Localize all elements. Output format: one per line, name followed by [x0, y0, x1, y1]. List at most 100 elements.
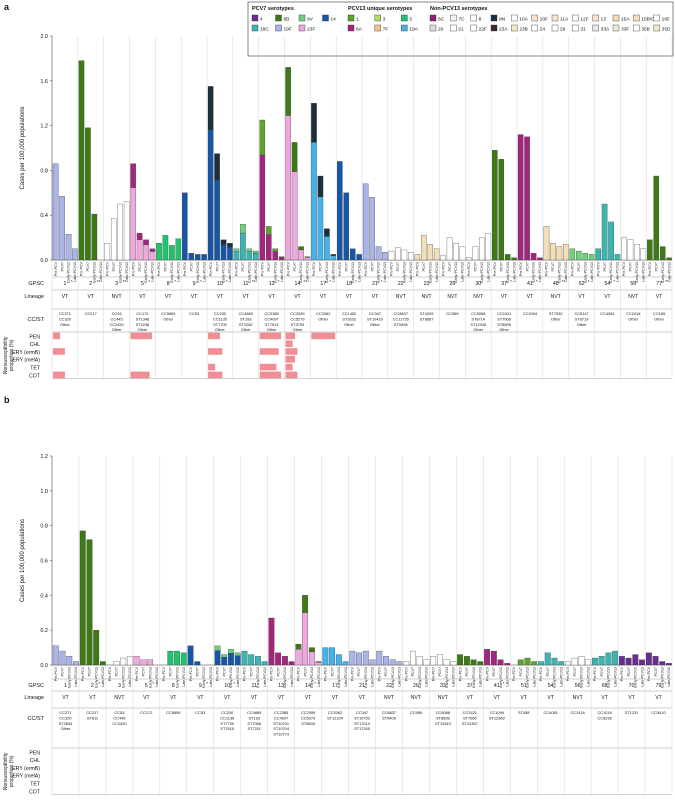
- bar-segment: [362, 183, 369, 261]
- period-tick-label: PCV7: [370, 262, 374, 271]
- nonsusceptibility-bar: [311, 332, 336, 340]
- antibiotic-label: PEN: [29, 750, 40, 756]
- lineage-label: NVT: [551, 294, 561, 300]
- bar-segment: [490, 650, 497, 666]
- nonsusceptibility-bar: [285, 332, 296, 340]
- nonsusceptibility-bar: [259, 363, 277, 371]
- legend-label: 22F: [479, 27, 487, 33]
- legend-swatch: [401, 14, 408, 22]
- ccst-label: CC2385: [274, 710, 288, 715]
- lineage-label: VT: [305, 695, 311, 701]
- period-tick-label: Pre-PCV: [512, 666, 516, 681]
- bar-segment: [52, 163, 59, 261]
- ccst-label: CC4081: [600, 311, 614, 316]
- period-tick-label: Late-PCV13: [128, 667, 132, 687]
- lineage-label: NVT: [422, 294, 432, 300]
- bar-segment: [524, 657, 531, 666]
- nonsusceptibility-bar: [259, 332, 282, 340]
- period-tick-label: Pre-PCV: [338, 261, 342, 276]
- period-tick-label: Early-PCV13: [299, 262, 303, 283]
- legend-swatch: [511, 24, 518, 32]
- period-tick-label: Early-PCV13: [506, 262, 510, 283]
- nonsusceptibility-bar: [285, 356, 296, 363]
- bar-segment: [72, 248, 78, 261]
- y-axis-label: Cases per 100,000 populations: [20, 519, 26, 602]
- period-tick-label: Late-PCV13: [398, 667, 402, 687]
- period-tick-label: PCV7: [195, 667, 199, 676]
- bar-segment-nonvaccine: [466, 257, 472, 261]
- gpsc-label: 26: [413, 683, 419, 689]
- lineage-label: VT: [224, 695, 230, 701]
- bar-segment: [498, 159, 505, 261]
- period-tick-label: PCV7: [60, 262, 64, 271]
- bar-segment-nonvaccine: [565, 661, 571, 666]
- ccst-label: CC2062: [328, 710, 342, 715]
- gpsc-label: 13: [269, 281, 275, 287]
- bar-segment: [143, 239, 149, 246]
- period-tick-label: Pre-PCV: [260, 261, 264, 276]
- bar-segment: [220, 239, 227, 246]
- significance-star: *: [588, 279, 590, 284]
- bar-segment: [538, 661, 544, 666]
- bar-segment: [598, 656, 605, 666]
- lineage-label: VT: [143, 695, 149, 701]
- bar-segment: [517, 134, 524, 261]
- period-tick-label: Pre-PCV: [390, 261, 394, 276]
- bar-segment-nonvaccine: [110, 218, 117, 261]
- ccst-label: ST8714: [471, 316, 485, 321]
- ccst-label: ST7913: [265, 322, 279, 327]
- ccst-label: ST458: [518, 710, 529, 715]
- gpsc-label: 22: [398, 281, 404, 287]
- ccst-label: CC2416: [571, 710, 585, 715]
- bar-segment: [136, 239, 143, 261]
- legend-label: 6A: [356, 27, 363, 33]
- gpsc-label: 1: [64, 683, 67, 689]
- ccst-label: Other: [138, 327, 148, 332]
- bar-segment: [285, 115, 291, 261]
- period-tick-label: Late-PCV13: [74, 667, 78, 687]
- ccst-label: CC217: [86, 710, 98, 715]
- ccst-label: ST2834: [59, 721, 73, 726]
- bar-segment: [234, 652, 241, 657]
- bar-segment: [511, 257, 517, 261]
- ccst-label: CC445: [111, 316, 123, 321]
- bar-segment: [324, 228, 330, 237]
- gpsc-label: 30: [475, 281, 481, 287]
- bar-segment-nonvaccine: [440, 255, 446, 261]
- period-tick-label: Pre-PCV: [54, 261, 58, 276]
- legend-swatch: [275, 14, 282, 22]
- period-tick-label: Pre-PCV: [467, 261, 471, 276]
- period-tick-label: Late-PCV13: [590, 262, 594, 282]
- period-tick-label: PCV7: [61, 667, 65, 676]
- period-tick-label: Early-PCV13: [418, 667, 422, 688]
- bar-segment: [356, 254, 362, 261]
- ccst-label: CC2420: [112, 721, 127, 726]
- bar-segment: [182, 192, 188, 261]
- ccst-label: CC445: [113, 715, 125, 720]
- bar-segment: [595, 248, 601, 261]
- legend-swatch: [347, 24, 355, 32]
- significance-star: *: [98, 681, 100, 686]
- legend-label: 21: [458, 27, 464, 33]
- significance-star: *: [536, 279, 538, 284]
- bar-segment: [291, 171, 298, 261]
- bar-segment: [174, 650, 180, 666]
- legend-swatch: [429, 24, 437, 32]
- gpsc-label: 14: [305, 683, 311, 689]
- legend-label: 20: [438, 27, 444, 33]
- period-tick-label: Early-PCV13: [526, 667, 530, 688]
- ccst-label: CC2062: [316, 311, 330, 316]
- period-tick-label: Early-PCV13: [94, 667, 98, 688]
- legend-swatch: [572, 14, 579, 22]
- legend-label: 14: [331, 17, 337, 23]
- bar-segment: [330, 254, 337, 256]
- legend-swatch: [572, 24, 579, 32]
- bar-segment: [130, 163, 136, 188]
- period-tick-label: PCV7: [499, 262, 503, 271]
- ccst-label: CC347: [356, 710, 368, 715]
- ccst-label: CC4097: [264, 316, 278, 321]
- bar-segment-nonvaccine: [408, 252, 414, 261]
- ccst-label: Other: [370, 322, 380, 327]
- legend-swatch: [470, 14, 477, 22]
- nonsusceptibility-bar: [130, 332, 152, 340]
